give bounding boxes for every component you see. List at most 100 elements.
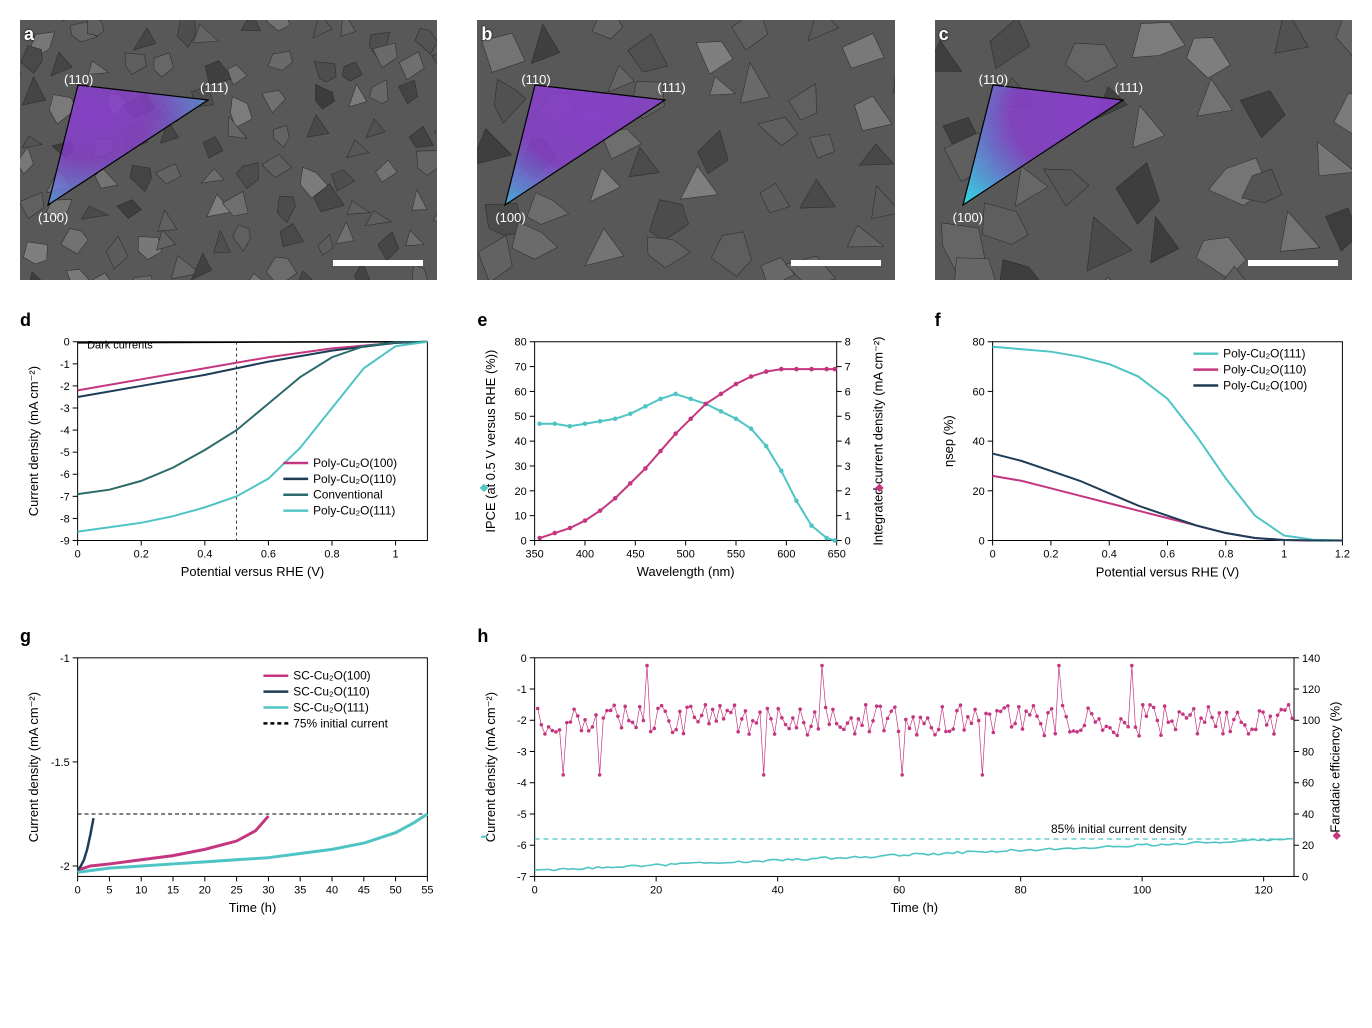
svg-text:75% initial current: 75% initial current xyxy=(293,716,388,730)
svg-text:0: 0 xyxy=(845,535,851,547)
svg-text:80: 80 xyxy=(1015,884,1027,896)
svg-text:100: 100 xyxy=(1302,715,1320,727)
svg-text:Poly-Cu₂O(111): Poly-Cu₂O(111) xyxy=(313,504,395,518)
svg-text:40: 40 xyxy=(515,436,527,448)
svg-text:3: 3 xyxy=(845,461,851,473)
chart-g: 0510152025303540455055-2-1.5-1Time (h)Cu… xyxy=(20,647,437,927)
svg-text:550: 550 xyxy=(727,548,745,560)
svg-text:-4: -4 xyxy=(517,778,527,790)
svg-text:7: 7 xyxy=(845,362,851,374)
svg-text:0: 0 xyxy=(521,653,527,665)
panel-d: d 00.20.40.60.81-9-8-7-6-5-4-3-2-10Poten… xyxy=(20,310,437,596)
svg-text:-7: -7 xyxy=(517,871,527,883)
panel-c: c (110) (111) (100) xyxy=(935,20,1352,280)
facet-111-a: (111) xyxy=(200,80,228,95)
svg-text:60: 60 xyxy=(893,884,905,896)
svg-text:50: 50 xyxy=(390,884,402,896)
svg-text:350: 350 xyxy=(526,548,544,560)
svg-text:55: 55 xyxy=(421,884,433,896)
svg-text:0.8: 0.8 xyxy=(1218,548,1233,560)
svg-text:-8: -8 xyxy=(60,513,70,525)
panel-b: b (110) (111) (100) xyxy=(477,20,894,280)
svg-text:-3: -3 xyxy=(517,746,527,758)
sem-image-a: a (110) (111) (100) xyxy=(20,20,437,280)
panel-f: f 00.20.40.60.811.2020406080Potential ve… xyxy=(935,310,1352,596)
triangle-diagram-c xyxy=(953,75,1133,215)
svg-text:SC-Cu₂O(110): SC-Cu₂O(110) xyxy=(293,685,370,699)
svg-text:Time (h): Time (h) xyxy=(229,900,277,915)
facet-110-c: (110) xyxy=(979,72,1008,87)
panel-label-b: b xyxy=(481,24,492,45)
facet-111-b: (111) xyxy=(657,80,685,95)
facet-111-c: (111) xyxy=(1115,80,1143,95)
svg-text:30: 30 xyxy=(515,461,527,473)
svg-text:Poly-Cu₂O(110): Poly-Cu₂O(110) xyxy=(313,472,396,486)
panel-label-e: e xyxy=(477,310,487,330)
svg-text:Poly-Cu₂O(100): Poly-Cu₂O(100) xyxy=(1223,378,1307,392)
svg-text:80: 80 xyxy=(515,337,527,349)
svg-text:120: 120 xyxy=(1255,884,1273,896)
svg-text:35: 35 xyxy=(294,884,306,896)
svg-text:0: 0 xyxy=(521,535,527,547)
svg-text:-2: -2 xyxy=(517,715,527,727)
triangle-diagram-b xyxy=(495,75,675,215)
svg-text:0: 0 xyxy=(75,548,81,560)
svg-text:Wavelength (nm): Wavelength (nm) xyxy=(637,564,735,579)
svg-text:Current density (mA cm⁻²): Current density (mA cm⁻²) xyxy=(483,692,498,842)
svg-text:40: 40 xyxy=(972,436,984,448)
scalebar-c xyxy=(1248,260,1338,266)
panel-g: g 0510152025303540455055-2-1.5-1Time (h)… xyxy=(20,626,437,932)
svg-text:-1: -1 xyxy=(60,359,70,371)
svg-text:Poly-Cu₂O(100): Poly-Cu₂O(100) xyxy=(313,456,397,470)
panel-h: h 020406080100120-7-6-5-4-3-2-10Time (h)… xyxy=(477,626,1352,932)
facet-110-b: (110) xyxy=(521,72,550,87)
svg-text:Potential versus RHE (V): Potential versus RHE (V) xyxy=(1095,564,1238,579)
facet-110-a: (110) xyxy=(64,72,93,87)
svg-text:-5: -5 xyxy=(517,809,527,821)
scalebar-a xyxy=(333,260,423,266)
svg-text:140: 140 xyxy=(1302,653,1320,665)
svg-text:Integrated current density (mA: Integrated current density (mA cm⁻²) xyxy=(871,337,886,546)
svg-text:-1: -1 xyxy=(60,653,70,665)
svg-text:0.2: 0.2 xyxy=(134,548,149,560)
facet-100-b: (100) xyxy=(495,210,525,225)
chart-h: 020406080100120-7-6-5-4-3-2-10Time (h)Cu… xyxy=(477,647,1352,927)
svg-text:80: 80 xyxy=(972,337,984,349)
svg-text:650: 650 xyxy=(828,548,846,560)
svg-text:20: 20 xyxy=(1302,840,1314,852)
svg-text:Potential versus RHE (V): Potential versus RHE (V) xyxy=(181,564,324,579)
svg-text:40: 40 xyxy=(1302,809,1314,821)
svg-text:20: 20 xyxy=(515,486,527,498)
svg-text:10: 10 xyxy=(135,884,147,896)
svg-text:1.2: 1.2 xyxy=(1334,548,1349,560)
panel-label-a: a xyxy=(24,24,34,45)
svg-text:Conventional: Conventional xyxy=(313,488,383,502)
svg-text:-5: -5 xyxy=(60,447,70,459)
svg-text:25: 25 xyxy=(231,884,243,896)
svg-text:Current density (mA cm⁻²): Current density (mA cm⁻²) xyxy=(26,692,41,842)
svg-text:0: 0 xyxy=(1302,871,1308,883)
svg-text:-9: -9 xyxy=(60,535,70,547)
svg-text:-7: -7 xyxy=(60,491,70,503)
svg-text:Poly-Cu₂O(110): Poly-Cu₂O(110) xyxy=(1223,363,1306,377)
svg-text:Dark currents: Dark currents xyxy=(87,339,153,351)
sem-image-b: b (110) (111) (100) xyxy=(477,20,894,280)
svg-text:400: 400 xyxy=(576,548,594,560)
svg-text:Poly-Cu₂O(111): Poly-Cu₂O(111) xyxy=(1223,347,1305,361)
chart-f: 00.20.40.60.811.2020406080Potential vers… xyxy=(935,331,1352,591)
svg-text:1: 1 xyxy=(393,548,399,560)
svg-text:-1: -1 xyxy=(517,684,527,696)
svg-text:0.4: 0.4 xyxy=(197,548,212,560)
svg-text:80: 80 xyxy=(1302,746,1314,758)
svg-text:85% initial current density: 85% initial current density xyxy=(1051,822,1187,836)
svg-text:15: 15 xyxy=(167,884,179,896)
svg-text:ηsep (%): ηsep (%) xyxy=(941,415,956,467)
svg-text:-2: -2 xyxy=(60,861,70,873)
panel-label-f: f xyxy=(935,310,941,330)
svg-text:0.6: 0.6 xyxy=(261,548,276,560)
sem-image-c: c (110) (111) (100) xyxy=(935,20,1352,280)
svg-text:50: 50 xyxy=(515,411,527,423)
panel-label-d: d xyxy=(20,310,31,330)
panel-e: e 35040045050055060065001020304050607080… xyxy=(477,310,894,596)
svg-text:8: 8 xyxy=(845,337,851,349)
